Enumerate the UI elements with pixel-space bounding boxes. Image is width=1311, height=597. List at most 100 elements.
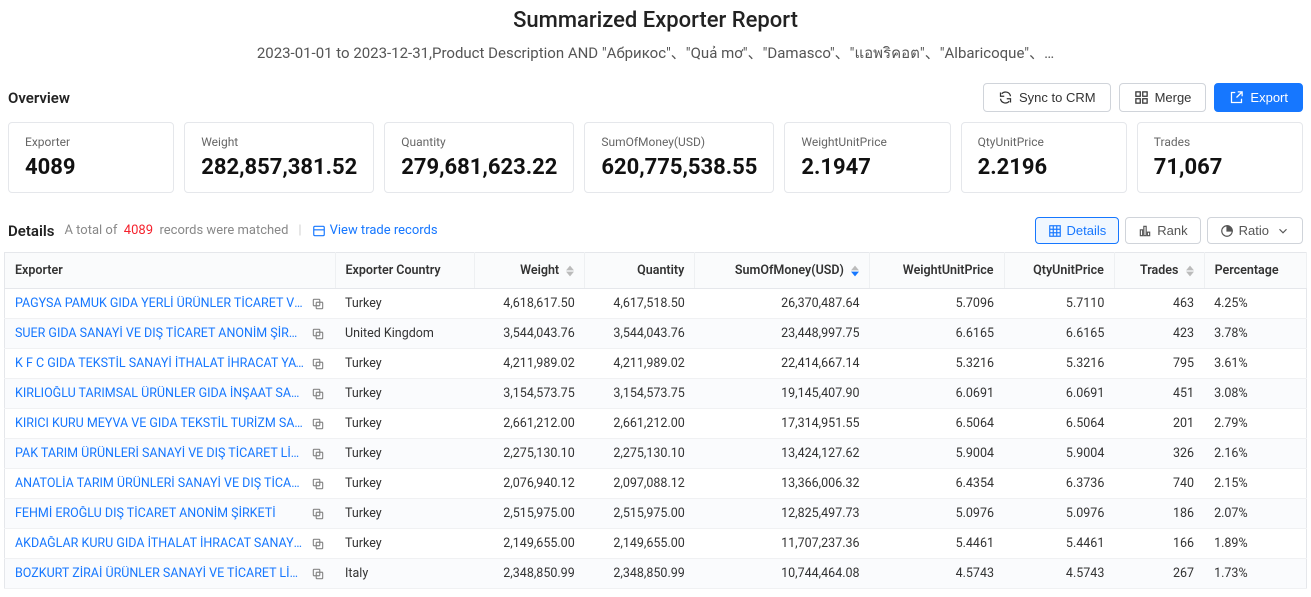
stat-value: 620,775,538.55 xyxy=(601,155,757,180)
exporter-link[interactable]: PAGYSA PAMUK GIDA YERLİ ÜRÜNLER TİCARET … xyxy=(15,296,305,311)
stat-card: QtyUnitPrice 2.2196 xyxy=(961,122,1127,193)
table-row[interactable]: KIRLIOĞLU TARIMSAL ÜRÜNLER GIDA İNŞAAT S… xyxy=(5,379,1307,409)
table-row[interactable]: SUER GIDA SANAYİ VE DIŞ TİCARET ANONİM Ş… xyxy=(5,319,1307,349)
export-button[interactable]: Export xyxy=(1214,83,1303,112)
exporter-link[interactable]: KIRLIOĞLU TARIMSAL ÜRÜNLER GIDA İNŞAAT S… xyxy=(15,386,305,401)
copy-icon[interactable] xyxy=(311,387,325,401)
merge-label: Merge xyxy=(1155,90,1192,105)
cell-trades: 795 xyxy=(1114,349,1204,379)
col-qup[interactable]: QtyUnitPrice xyxy=(1004,253,1114,289)
stat-value: 279,681,623.22 xyxy=(401,155,557,180)
stat-value: 282,857,381.52 xyxy=(201,155,357,180)
tab-details-label: Details xyxy=(1067,223,1107,238)
tab-rank-label: Rank xyxy=(1157,223,1187,238)
copy-icon[interactable] xyxy=(311,507,325,521)
cell-wup: 5.7096 xyxy=(870,289,1004,319)
overview-bar: Overview Sync to CRM Merge Export xyxy=(4,83,1307,112)
copy-icon[interactable] xyxy=(311,357,325,371)
exporter-link[interactable]: ANATOLİA TARIM ÜRÜNLERİ SANAYİ VE DIŞ Tİ… xyxy=(15,476,305,491)
cell-weight: 3,544,043.76 xyxy=(475,319,585,349)
stat-value: 2.1947 xyxy=(801,155,933,180)
sync-label: Sync to CRM xyxy=(1019,90,1096,105)
view-trade-records-link[interactable]: View trade records xyxy=(312,223,438,238)
cell-qup: 4.5743 xyxy=(1004,559,1114,589)
record-count: 4089 xyxy=(124,223,153,238)
copy-icon[interactable] xyxy=(311,447,325,461)
stat-card: Quantity 279,681,623.22 xyxy=(384,122,574,193)
cell-wup: 5.0976 xyxy=(870,499,1004,529)
exporter-link[interactable]: PAK TARIM ÜRÜNLERİ SANAYİ VE DIŞ TİCARET… xyxy=(15,446,305,461)
col-exporter[interactable]: Exporter xyxy=(5,253,336,289)
exporter-link[interactable]: BOZKURT ZİRAİ ÜRÜNLER SANAYİ VE TİCARET … xyxy=(15,566,305,581)
cell-sum: 10,744,464.08 xyxy=(695,559,870,589)
table-row[interactable]: FEHMİ EROĞLU DIŞ TİCARET ANONİM ŞİRKETİ … xyxy=(5,499,1307,529)
tab-details[interactable]: Details xyxy=(1035,217,1120,244)
stat-card: WeightUnitPrice 2.1947 xyxy=(784,122,950,193)
col-trades[interactable]: Trades xyxy=(1114,253,1204,289)
cell-trades: 166 xyxy=(1114,529,1204,559)
cell-weight: 4,618,617.50 xyxy=(475,289,585,319)
table-row[interactable]: ANATOLİA TARIM ÜRÜNLERİ SANAYİ VE DIŞ Tİ… xyxy=(5,469,1307,499)
table-row[interactable]: AKDAĞLAR KURU GIDA İTHALAT İHRACAT SANAY… xyxy=(5,529,1307,559)
col-sum[interactable]: SumOfMoney(USD) xyxy=(695,253,870,289)
col-pct[interactable]: Percentage xyxy=(1204,253,1306,289)
table-row[interactable]: KIRICI KURU MEYVA VE GIDA TEKSTİL TURİZM… xyxy=(5,409,1307,439)
page-subtitle: 2023-01-01 to 2023-12-31,Product Descrip… xyxy=(4,41,1307,65)
exporter-link[interactable]: FEHMİ EROĞLU DIŞ TİCARET ANONİM ŞİRKETİ xyxy=(15,506,276,521)
cell-qup: 5.0976 xyxy=(1004,499,1114,529)
copy-icon[interactable] xyxy=(311,477,325,491)
cell-weight: 2,275,130.10 xyxy=(475,439,585,469)
sort-icon xyxy=(851,265,859,277)
exporter-link[interactable]: AKDAĞLAR KURU GIDA İTHALAT İHRACAT SANAY… xyxy=(15,536,305,551)
cell-pct: 3.78% xyxy=(1204,319,1306,349)
tab-ratio-label: Ratio xyxy=(1239,223,1269,238)
col-weight[interactable]: Weight xyxy=(475,253,585,289)
col-country[interactable]: Exporter Country xyxy=(335,253,475,289)
action-buttons: Sync to CRM Merge Export xyxy=(983,83,1303,112)
cell-exporter: KIRLIOĞLU TARIMSAL ÜRÜNLER GIDA İNŞAAT S… xyxy=(5,379,336,409)
tab-ratio[interactable]: Ratio xyxy=(1207,217,1303,244)
copy-icon[interactable] xyxy=(311,537,325,551)
exporter-link[interactable]: SUER GIDA SANAYİ VE DIŞ TİCARET ANONİM Ş… xyxy=(15,326,305,341)
view-mode-tabs: Details Rank Ratio xyxy=(1035,217,1303,244)
cell-wup: 4.5743 xyxy=(870,559,1004,589)
cell-weight: 2,348,850.99 xyxy=(475,559,585,589)
table-row[interactable]: PAK TARIM ÜRÜNLERİ SANAYİ VE DIŞ TİCARET… xyxy=(5,439,1307,469)
cell-qup: 6.3736 xyxy=(1004,469,1114,499)
col-quantity[interactable]: Quantity xyxy=(585,253,695,289)
exporter-table: Exporter Exporter Country Weight Quantit… xyxy=(4,252,1307,589)
exporter-link[interactable]: KIRICI KURU MEYVA VE GIDA TEKSTİL TURİZM… xyxy=(15,416,305,431)
cell-weight: 3,154,573.75 xyxy=(475,379,585,409)
cell-weight: 2,515,975.00 xyxy=(475,499,585,529)
exporter-link[interactable]: K F C GIDA TEKSTİL SANAYİ İTHALAT İHRACA… xyxy=(15,356,305,371)
cell-weight: 2,661,212.00 xyxy=(475,409,585,439)
cell-weight: 2,149,655.00 xyxy=(475,529,585,559)
cell-country: Turkey xyxy=(335,469,475,499)
cell-country: Turkey xyxy=(335,529,475,559)
cell-exporter: BOZKURT ZİRAİ ÜRÜNLER SANAYİ VE TİCARET … xyxy=(5,559,336,589)
cell-quantity: 4,211,989.02 xyxy=(585,349,695,379)
table-row[interactable]: K F C GIDA TEKSTİL SANAYİ İTHALAT İHRACA… xyxy=(5,349,1307,379)
copy-icon[interactable] xyxy=(311,417,325,431)
merge-button[interactable]: Merge xyxy=(1119,83,1207,112)
tab-rank[interactable]: Rank xyxy=(1125,217,1200,244)
sync-to-crm-button[interactable]: Sync to CRM xyxy=(983,83,1111,112)
cell-wup: 5.3216 xyxy=(870,349,1004,379)
details-label: Details xyxy=(8,222,54,240)
table-row[interactable]: BOZKURT ZİRAİ ÜRÜNLER SANAYİ VE TİCARET … xyxy=(5,559,1307,589)
stat-value: 2.2196 xyxy=(978,155,1110,180)
copy-icon[interactable] xyxy=(311,327,325,341)
cell-sum: 12,825,497.73 xyxy=(695,499,870,529)
copy-icon[interactable] xyxy=(311,567,325,581)
cell-trades: 267 xyxy=(1114,559,1204,589)
cell-qup: 5.7110 xyxy=(1004,289,1114,319)
copy-icon[interactable] xyxy=(311,297,325,311)
table-row[interactable]: PAGYSA PAMUK GIDA YERLİ ÜRÜNLER TİCARET … xyxy=(5,289,1307,319)
cell-trades: 201 xyxy=(1114,409,1204,439)
ratio-icon xyxy=(1220,224,1234,238)
col-wup[interactable]: WeightUnitPrice xyxy=(870,253,1004,289)
cell-weight: 2,076,940.12 xyxy=(475,469,585,499)
rank-icon xyxy=(1138,224,1152,238)
cell-sum: 13,366,006.32 xyxy=(695,469,870,499)
stat-label: Weight xyxy=(201,135,357,149)
